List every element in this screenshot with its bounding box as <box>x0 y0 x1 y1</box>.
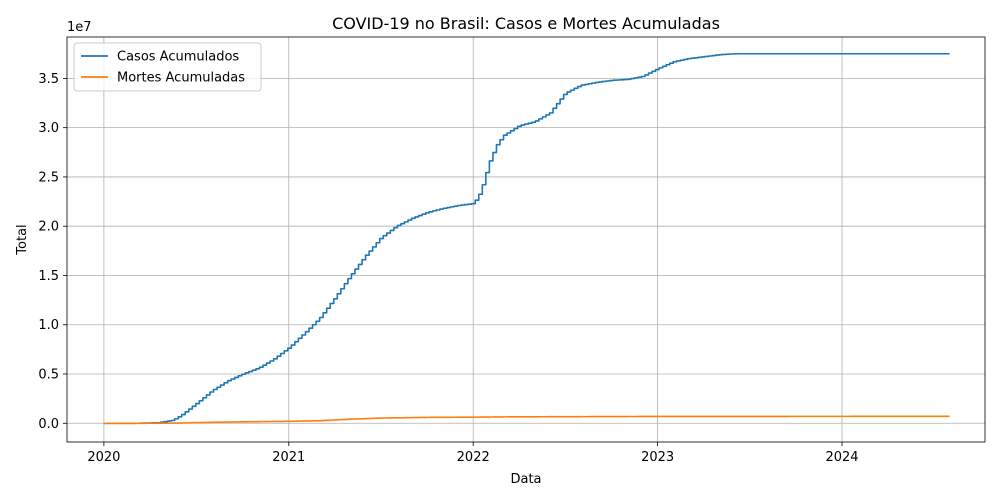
x-tick-label: 2023 <box>641 450 674 465</box>
x-tick-label: 2024 <box>825 450 858 465</box>
legend: Casos Acumulados Mortes Acumuladas <box>73 42 262 92</box>
chart-title: COVID-19 no Brasil: Casos e Mortes Acumu… <box>332 14 720 33</box>
y-tick-label: 0.5 <box>38 368 59 383</box>
legend-label-0: Casos Acumulados <box>117 50 239 65</box>
y-tick-label: 3.5 <box>38 72 59 87</box>
series-line-1 <box>103 415 950 425</box>
y-tick-label: 2.5 <box>38 170 59 185</box>
y-tick-label: 1.0 <box>38 318 59 333</box>
x-tick-label: 2020 <box>87 450 120 465</box>
x-axis-label: Data <box>510 472 541 487</box>
y-tick-label: 2.0 <box>38 220 59 235</box>
x-tick-label: 2021 <box>272 450 305 465</box>
x-tick-label: 2022 <box>457 450 490 465</box>
y-tick-label: 0.0 <box>38 417 59 432</box>
series-layer <box>103 52 950 425</box>
ticks: 2020 2021 2022 2023 2024 0.0 0.5 1.0 1.5 2.0 2.5 3.… <box>38 72 858 465</box>
grid <box>67 37 985 442</box>
y-axis-offset-text: 1e7 <box>67 20 92 35</box>
series-line-0 <box>103 52 950 425</box>
y-axis-label: Total <box>15 224 30 255</box>
plot-frame <box>66 36 986 443</box>
y-tick-label: 3.0 <box>38 121 59 136</box>
legend-label-1: Mortes Acumuladas <box>117 71 245 86</box>
y-tick-label: 1.5 <box>38 269 59 284</box>
legend-box <box>73 42 262 92</box>
